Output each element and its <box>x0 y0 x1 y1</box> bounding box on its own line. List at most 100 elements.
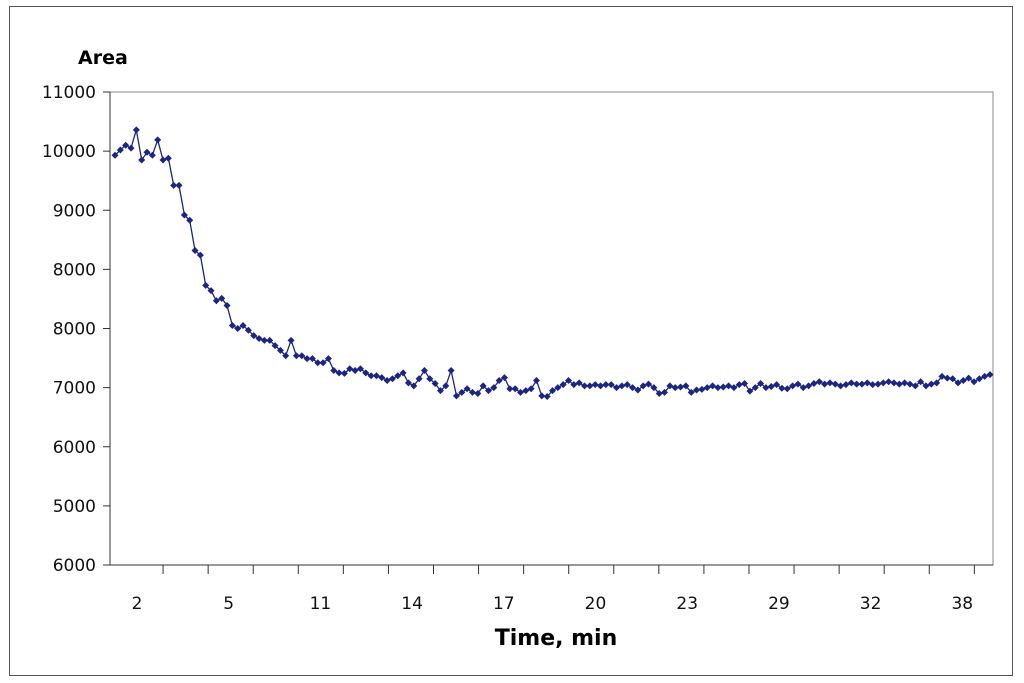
y-tick-label: 10000 <box>42 142 96 162</box>
data-point <box>666 382 674 390</box>
data-point <box>757 379 765 387</box>
data-point <box>506 385 514 393</box>
data-point <box>522 387 530 395</box>
data-point <box>250 332 258 340</box>
data-point <box>148 151 156 159</box>
data-point <box>767 382 775 390</box>
data-point <box>420 366 428 374</box>
data-point <box>170 181 178 189</box>
data-point <box>202 281 210 289</box>
data-point <box>970 378 978 386</box>
data-point <box>404 379 412 387</box>
data-point <box>661 388 669 396</box>
data-point <box>645 380 653 388</box>
x-tick-label: 38 <box>951 594 973 614</box>
data-point <box>549 387 556 395</box>
data-point <box>805 382 813 390</box>
data-point <box>468 388 476 396</box>
data-point <box>388 375 396 383</box>
data-point <box>164 154 172 162</box>
data-point <box>191 246 199 254</box>
data-point <box>911 382 919 390</box>
data-point <box>949 375 957 383</box>
data-point <box>607 381 615 389</box>
data-point <box>458 388 466 396</box>
x-tick-label: 11 <box>310 594 332 614</box>
data-point <box>335 369 343 377</box>
data-point <box>116 146 124 154</box>
data-point <box>122 141 130 149</box>
x-axis-title: Time, min <box>495 626 618 651</box>
data-point <box>581 382 589 390</box>
data-point <box>244 326 252 334</box>
data-point <box>933 379 941 387</box>
x-tick-label: 29 <box>768 594 790 614</box>
series-line-area <box>114 129 991 398</box>
data-point <box>853 380 861 388</box>
data-point <box>602 381 610 389</box>
data-point <box>410 382 418 390</box>
data-point <box>858 380 866 388</box>
data-point <box>399 369 407 377</box>
data-point <box>319 359 327 367</box>
data-point <box>623 381 631 389</box>
y-tick-label: 6000 <box>53 438 96 458</box>
data-point <box>490 384 498 392</box>
data-point <box>511 385 519 393</box>
y-tick-label: 9000 <box>53 201 96 221</box>
data-point <box>965 374 973 382</box>
data-point <box>292 352 300 360</box>
plot-area <box>109 91 994 566</box>
data-point <box>271 342 279 350</box>
data-point <box>783 385 791 393</box>
data-point <box>266 336 274 344</box>
data-point <box>415 375 423 383</box>
data-point <box>730 384 738 392</box>
x-tick-label: 23 <box>676 594 698 614</box>
data-point <box>255 335 263 343</box>
y-tick-label: 8000 <box>53 320 96 340</box>
data-point <box>234 325 242 332</box>
x-tick-label: 17 <box>493 594 515 614</box>
data-point <box>298 352 306 360</box>
y-tick-label: 5000 <box>53 497 96 517</box>
data-point <box>223 301 231 309</box>
data-point <box>981 372 989 380</box>
data-point <box>239 322 247 330</box>
data-point <box>986 371 994 379</box>
data-point <box>287 336 295 344</box>
data-point <box>703 384 711 392</box>
data-point <box>196 251 204 259</box>
data-point <box>954 379 962 387</box>
data-point <box>959 377 967 385</box>
data-point <box>597 382 605 390</box>
data-point <box>207 287 215 295</box>
data-point <box>159 156 167 164</box>
data-point <box>436 387 444 395</box>
data-point <box>180 211 188 219</box>
data-point <box>538 392 546 400</box>
data-point <box>698 385 706 393</box>
data-point <box>634 386 642 394</box>
x-tick-label: 20 <box>585 594 607 614</box>
data-point <box>543 392 551 400</box>
data-point <box>773 381 781 389</box>
data-point <box>132 126 140 134</box>
y-tick-label: 8000 <box>53 260 96 280</box>
data-point <box>276 346 284 354</box>
data-point <box>826 379 834 387</box>
data-point <box>394 372 402 380</box>
data-point <box>671 384 679 392</box>
data-point <box>618 382 626 390</box>
data-point <box>613 384 621 392</box>
data-point <box>975 375 983 383</box>
data-point <box>746 387 754 395</box>
data-point <box>655 390 663 398</box>
data-point <box>138 156 146 164</box>
data-point <box>837 382 845 390</box>
data-point <box>906 380 914 388</box>
data-point <box>762 384 770 392</box>
data-point <box>842 381 850 389</box>
data-point <box>362 369 370 377</box>
data-point <box>778 384 786 392</box>
